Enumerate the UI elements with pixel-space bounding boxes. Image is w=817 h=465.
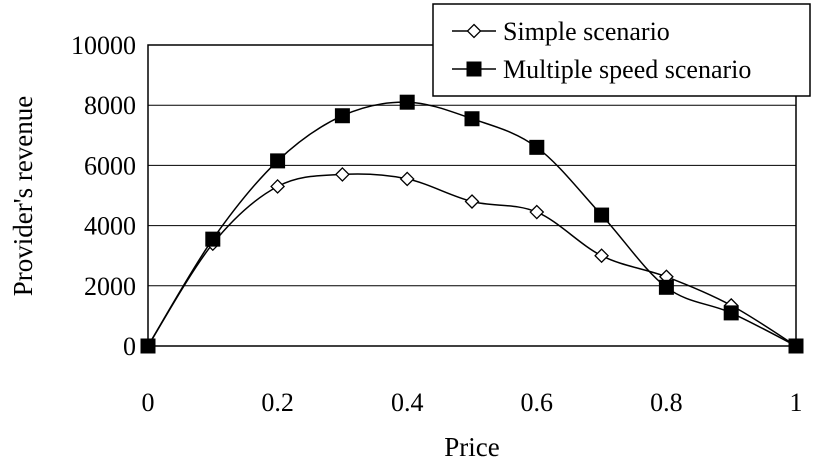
data-point [788, 338, 804, 354]
y-tick-label: 10000 [71, 31, 136, 60]
data-point [399, 94, 415, 110]
data-point [205, 231, 221, 247]
legend: Simple scenario Multiple speed scenario [432, 3, 811, 97]
data-point [723, 305, 739, 321]
data-point [594, 248, 610, 264]
x-tick-label: 0.6 [521, 388, 554, 417]
series-1 [140, 94, 804, 354]
y-axis-title: Provider's revenue [8, 96, 38, 297]
series-line [147, 173, 797, 347]
y-tick-label: 0 [123, 332, 136, 361]
data-point [464, 194, 480, 209]
y-tick-label: 6000 [84, 151, 136, 180]
legend-label: Simple scenario [503, 17, 670, 46]
data-point [399, 171, 415, 187]
x-axis-title: Price [444, 432, 499, 462]
data-point [658, 279, 674, 295]
x-tick-label: 1 [790, 388, 803, 417]
y-tick-label: 2000 [84, 272, 136, 301]
x-tick-label: 0.8 [650, 388, 683, 417]
legend-marker [466, 23, 482, 39]
data-point [529, 204, 545, 220]
series-layer [140, 94, 804, 354]
x-tick-label: 0 [142, 388, 155, 417]
data-point [270, 153, 286, 169]
data-point [529, 139, 545, 155]
x-tick-label: 0.4 [391, 388, 424, 417]
data-point [464, 111, 480, 127]
legend-marker [466, 61, 482, 77]
y-tick-label: 8000 [84, 91, 136, 120]
data-point [594, 207, 610, 223]
y-tick-label: 4000 [84, 212, 136, 241]
data-point [270, 179, 286, 194]
x-axis-ticks: 0 0.2 0.4 0.6 0.8 1 [142, 388, 803, 417]
data-point [140, 338, 156, 354]
data-point [334, 167, 350, 182]
x-tick-label: 0.2 [261, 388, 294, 417]
legend-label: Multiple speed scenario [503, 55, 751, 84]
legend-box [432, 3, 811, 97]
data-point [334, 108, 350, 124]
y-axis-ticks: 0 2000 4000 6000 8000 10000 [71, 31, 136, 361]
